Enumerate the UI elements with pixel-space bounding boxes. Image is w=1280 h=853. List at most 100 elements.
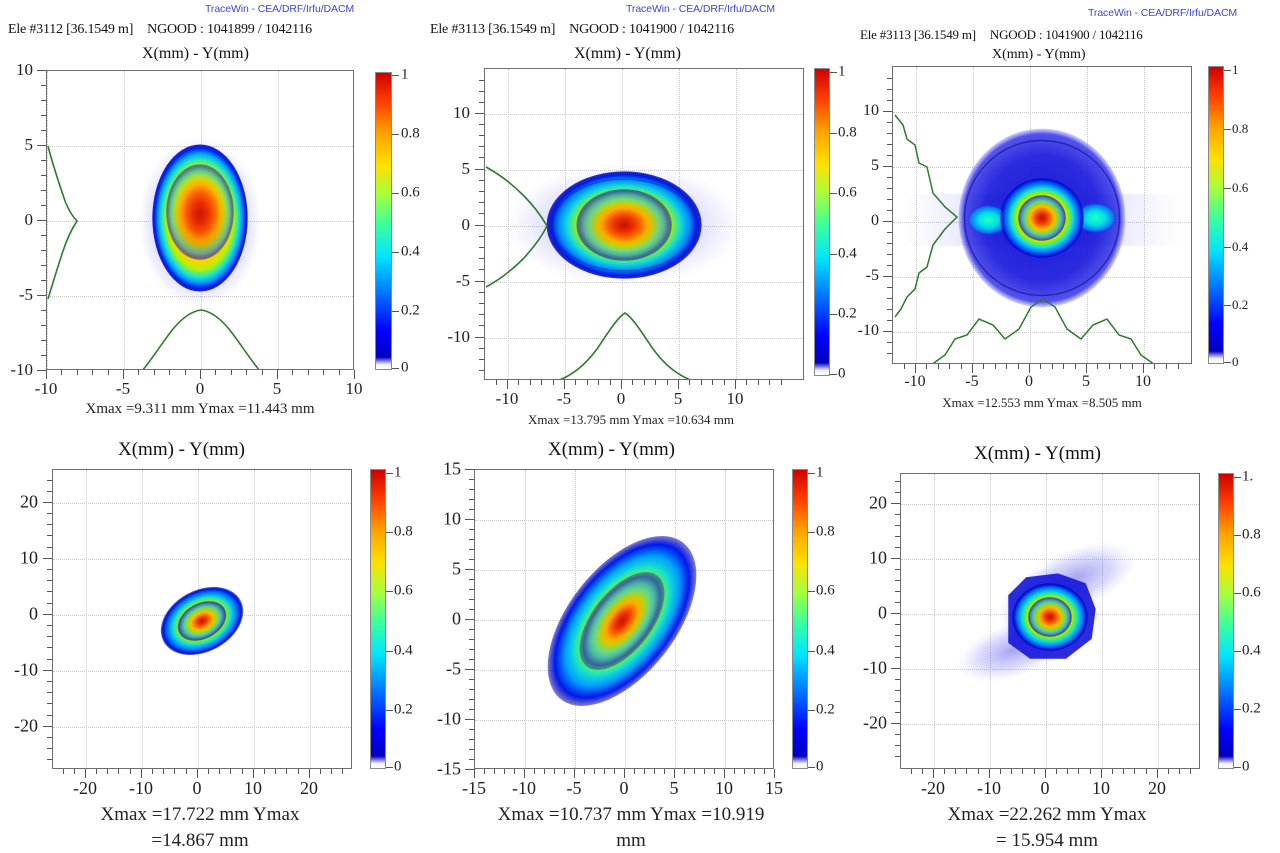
x-tick-label: 10 (244, 778, 262, 798)
x-tick-label: -10 (512, 778, 536, 798)
density-map (138, 136, 262, 308)
ngood-value: NGOOD : 1041899 / 1042116 (147, 22, 312, 37)
colorbar-label: 0.4 (394, 642, 413, 659)
brand-label: TraceWin - CEA/DRF/Irfu/DACM (205, 3, 355, 15)
colorbar-label: 1 (394, 464, 402, 481)
x-tick-label: -5 (556, 389, 572, 408)
x-tick-label: 0 (1025, 373, 1033, 390)
x-tick-label: 0 (1040, 778, 1050, 798)
colorbar-label: 0.2 (838, 305, 857, 322)
colorbar-label: 0.2 (1232, 297, 1249, 312)
y-tick-label: -10 (857, 322, 879, 339)
x-tick-label: 0 (192, 778, 202, 798)
ngood-value: NGOOD : 1041900 / 1042116 (989, 27, 1143, 42)
x-tick-label: 10 (345, 379, 363, 398)
y-tick-label: 0 (461, 215, 471, 234)
colorbar-label: 0.4 (816, 642, 835, 659)
element-header: Ele #3113 [36.1549 m] NGOOD : 1041900 / 1… (430, 22, 734, 38)
brand-label: TraceWin - CEA/DRF/Irfu/DACM (1088, 7, 1238, 19)
x-tick-label: -10 (34, 379, 58, 398)
y-tick-label: -10 (863, 657, 887, 678)
x-tick-label: 0 (619, 778, 629, 798)
y-tick-label: -5 (865, 267, 879, 284)
colorbar[interactable] (814, 68, 830, 376)
y-tick-label: -10 (437, 708, 461, 729)
max-caption-line1: Xmax =17.722 mm Ymax (100, 804, 300, 825)
colorbar-label: 0.6 (401, 184, 420, 201)
max-caption-line1: Xmax =10.737 mm Ymax =10.919 (497, 804, 765, 825)
y-tick-label: 10 (443, 508, 461, 529)
colorbar-label: 0.6 (816, 582, 835, 599)
colorbar-label: 1. (1242, 468, 1254, 485)
brand-label: TraceWin - CEA/DRF/Irfu/DACM (626, 3, 776, 15)
plot-title: X(mm) - Y(mm) (548, 439, 675, 460)
x-tick-label: -5 (566, 778, 582, 798)
heatmap-axes[interactable] (46, 70, 354, 370)
element-id: Ele #3113 [36.1549 m] (860, 27, 976, 42)
y-tick-label: 10 (863, 102, 879, 119)
panel-top-center: TraceWin - CEA/DRF/Irfu/DACM Ele #3113 [… (426, 0, 857, 427)
colorbar[interactable] (1218, 473, 1234, 769)
x-tick-label: 5 (669, 778, 679, 798)
max-caption: Xmax =13.795 mm Ymax =10.634 mm (528, 412, 734, 427)
x-tick-label: -20 (73, 778, 97, 798)
colorbar[interactable] (1208, 66, 1224, 364)
x-tick-label: 20 (1148, 778, 1166, 798)
panel-bottom-left: X(mm) - Y(mm) (0, 425, 426, 851)
y-tick-label: 5 (461, 159, 471, 178)
plot-title: X(mm) - Y(mm) (142, 45, 249, 62)
x-tick-label: -10 (904, 373, 926, 390)
plot-title: X(mm) - Y(mm) (118, 439, 245, 460)
x-tick-label: -10 (129, 778, 153, 798)
plot-title: X(mm) - Y(mm) (992, 47, 1086, 62)
x-tick-label: 10 (1092, 778, 1110, 798)
max-caption-line2: = 15.954 mm (995, 830, 1099, 851)
x-tick-label: 10 (1135, 373, 1151, 390)
colorbar-label: 0.6 (394, 582, 413, 599)
y-tick-label: -5 (18, 285, 33, 304)
colorbar-label: 0.6 (1242, 584, 1261, 601)
y-tick-label: 0 (452, 608, 461, 629)
y-tick-label: 0 (29, 603, 38, 624)
y-tick-label: -10 (447, 327, 470, 346)
y-tick-label: 5 (871, 157, 879, 174)
colorbar-label: 0 (1232, 354, 1239, 369)
y-tick-label: 15 (443, 458, 461, 479)
x-tick-label: -20 (921, 778, 945, 798)
y-tick-label: 0 (871, 212, 879, 229)
heatmap-axes[interactable] (900, 473, 1200, 769)
y-tick-label: 5 (24, 135, 34, 154)
heatmap-axes[interactable] (484, 68, 804, 380)
max-caption: Xmax =12.553 mm Ymax =8.505 mm (942, 395, 1142, 410)
max-caption-line1: Xmax =22.262 mm Ymax (947, 804, 1147, 825)
y-tick-label: -5 (455, 271, 470, 290)
y-tick-label: 20 (869, 492, 887, 513)
colorbar-label: 0.2 (1242, 700, 1261, 717)
colorbar[interactable] (792, 469, 808, 769)
y-tick-label: 10 (16, 60, 33, 79)
colorbar-label: 0.6 (1232, 180, 1249, 195)
heatmap-axes[interactable] (474, 469, 774, 769)
colorbar-label: 0.8 (394, 523, 413, 540)
x-tick-label: 5 (1082, 373, 1090, 390)
colorbar-label: 0.4 (1232, 239, 1249, 254)
colorbar-label: 0.8 (1232, 121, 1249, 136)
heatmap-axes[interactable] (892, 66, 1192, 364)
x-tick-label: -5 (115, 379, 131, 398)
heatmap-axes[interactable] (52, 469, 352, 769)
colorbar-label: 1 (1232, 62, 1239, 77)
colorbar[interactable] (375, 72, 392, 370)
colorbar-label: 0.4 (1242, 642, 1261, 659)
x-tick-label: 5 (272, 379, 282, 398)
y-tick-label: 20 (20, 491, 38, 512)
max-caption: Xmax =9.311 mm Ymax =11.443 mm (85, 401, 315, 417)
colorbar[interactable] (370, 469, 386, 769)
x-tick-label: 10 (715, 778, 733, 798)
panel-top-right: TraceWin - CEA/DRF/Irfu/DACM Ele #3113 [… (852, 0, 1280, 425)
density-map (956, 542, 1137, 682)
element-header: Ele #3113 [36.1549 m] NGOOD : 1041900 / 1… (860, 27, 1143, 43)
element-id: Ele #3112 [36.1549 m] (8, 22, 134, 37)
y-tick-label: 10 (869, 547, 887, 568)
y-tick-label: 0 (24, 210, 34, 229)
colorbar-label: 0 (401, 359, 409, 376)
